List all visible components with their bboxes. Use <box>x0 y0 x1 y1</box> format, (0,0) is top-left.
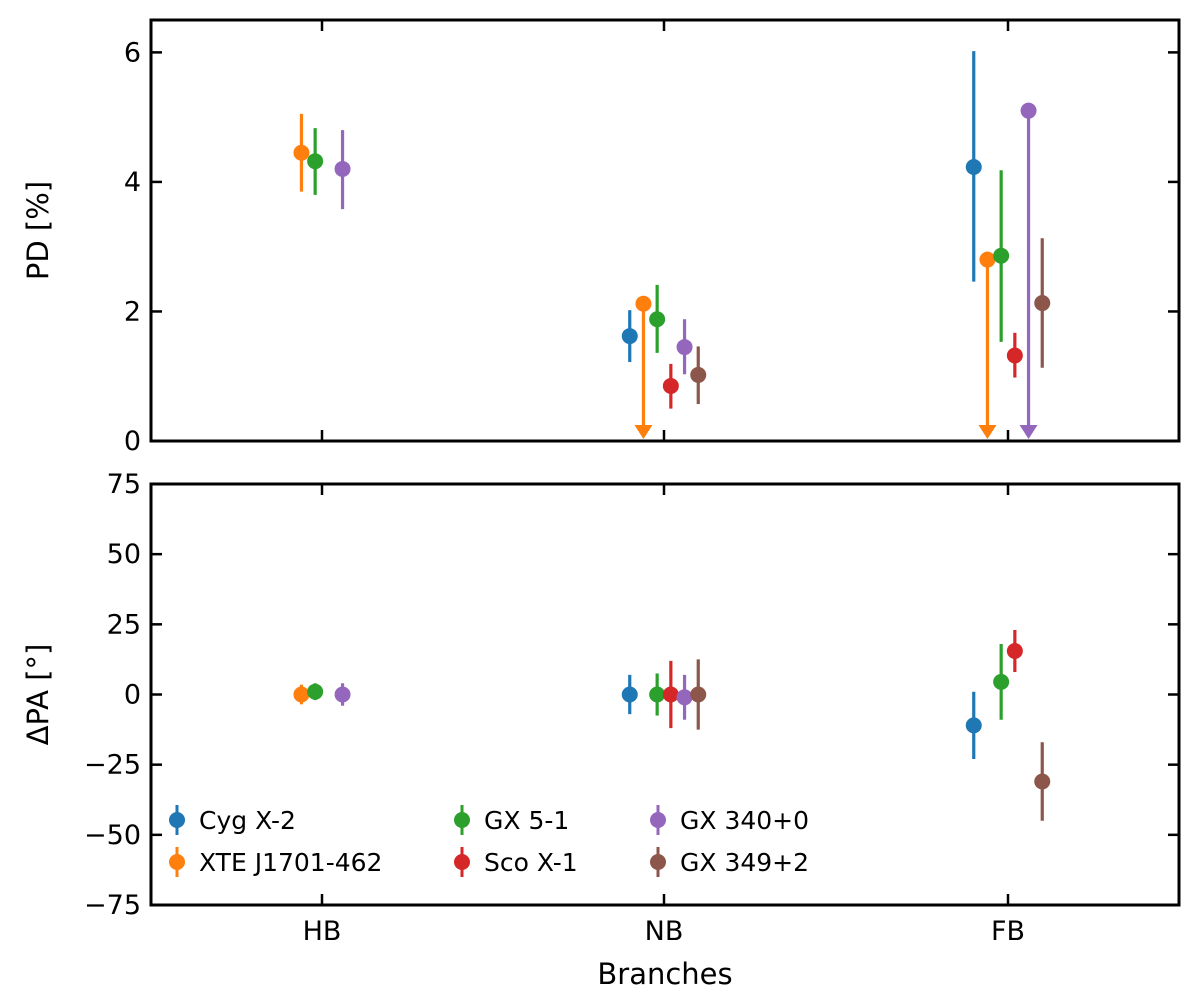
data-marker <box>1034 295 1051 312</box>
panel-frame <box>149 18 1181 443</box>
y-tick-label: 4 <box>124 167 141 198</box>
legend-label: GX 340+0 <box>680 806 809 835</box>
data-marker <box>334 160 351 177</box>
branches-x-axis: HB NB FB Branches <box>303 916 1025 991</box>
data-marker <box>635 295 652 312</box>
y-tick-label: 75 <box>107 469 141 500</box>
data-marker <box>965 717 982 734</box>
x-tick-label-hb: HB <box>303 916 342 947</box>
point-gx-349-2-nb <box>690 346 707 405</box>
legend-marker <box>454 812 470 828</box>
data-marker <box>993 247 1010 264</box>
pd-panel: 0 2 4 6 PD [%] <box>21 18 1181 457</box>
upper-limit-arrow <box>634 425 653 439</box>
data-marker <box>293 686 310 703</box>
point-gx-5-1-nb <box>649 673 666 716</box>
legend-marker <box>169 812 185 828</box>
data-marker <box>621 328 638 345</box>
data-marker <box>965 159 982 176</box>
point-xte-j1701-462-hb <box>293 684 310 705</box>
data-marker <box>1020 102 1037 119</box>
point-gx-340-0-hb <box>334 683 351 706</box>
data-marker <box>293 144 310 161</box>
x-tick-label-nb: NB <box>645 916 684 947</box>
point-gx-340-0-hb <box>334 130 351 210</box>
x-tick-label-fb: FB <box>991 916 1025 947</box>
point-sco-x-1-nb <box>662 363 679 409</box>
upper-limit-arrow <box>978 425 997 439</box>
data-marker <box>690 366 707 383</box>
point-sco-x-1-fb <box>1006 629 1023 673</box>
x-axis-label: Branches <box>597 957 732 991</box>
y-tick-label: −50 <box>84 820 141 851</box>
legend-marker <box>650 812 666 828</box>
data-marker <box>307 683 324 700</box>
point-sco-x-1-fb <box>1006 332 1023 378</box>
legend-entry-sco-x-1: Sco X-1 <box>454 847 578 877</box>
point-cyg-x-2-nb <box>621 674 638 715</box>
point-gx-5-1-fb <box>993 643 1010 720</box>
legend-entry-xte-j1701-462: XTE J1701-462 <box>169 847 382 877</box>
data-marker <box>662 377 679 394</box>
point-cyg-x-2-fb <box>965 691 982 760</box>
data-marker <box>649 686 666 703</box>
legend-marker <box>454 854 470 870</box>
data-marker <box>334 686 351 703</box>
point-gx-349-2-fb <box>1034 238 1051 368</box>
data-marker <box>307 153 324 170</box>
point-gx-340-0-fb <box>1019 102 1038 439</box>
data-marker <box>690 686 707 703</box>
point-gx-5-1-fb <box>993 170 1010 342</box>
point-sco-x-1-nb <box>662 660 679 729</box>
legend: Cyg X-2 XTE J1701-462 GX 5-1 Sco X-1 GX 340+… <box>169 805 809 877</box>
legend-marker <box>650 854 666 870</box>
legend-entry-gx-349-2: GX 349+2 <box>650 847 809 877</box>
legend-label: GX 5-1 <box>484 806 569 835</box>
legend-entry-gx-5-1: GX 5-1 <box>454 805 569 835</box>
legend-entry-cyg-x-2: Cyg X-2 <box>169 805 296 835</box>
data-marker <box>662 686 679 703</box>
data-marker <box>676 689 693 706</box>
point-gx-5-1-nb <box>649 284 666 353</box>
point-gx-349-2-nb <box>690 659 707 730</box>
data-marker <box>979 251 996 268</box>
y-tick-label: 25 <box>107 609 141 640</box>
point-cyg-x-2-fb <box>965 51 982 282</box>
legend-label: Cyg X-2 <box>199 806 296 835</box>
point-xte-j1701-462-hb <box>293 113 310 192</box>
point-xte-j1701-462-nb <box>634 295 653 439</box>
legend-label: XTE J1701-462 <box>199 848 382 877</box>
y-tick-label: 0 <box>124 680 141 711</box>
y-tick-label: 2 <box>124 296 141 327</box>
data-marker <box>1034 773 1051 790</box>
point-gx-5-1-hb <box>307 683 324 701</box>
data-marker <box>621 686 638 703</box>
point-xte-j1701-462-fb <box>978 251 997 439</box>
point-gx-340-0-nb <box>676 674 693 720</box>
legend-entry-gx-340-0: GX 340+0 <box>650 805 809 835</box>
point-cyg-x-2-nb <box>621 310 638 362</box>
data-marker <box>649 311 666 328</box>
delta-pa-panel: −75 −50 −25 0 25 50 75 ΔPA [°] <box>21 469 1181 921</box>
y-tick-label: 0 <box>124 426 141 457</box>
data-marker <box>993 673 1010 690</box>
y-tick-label: 6 <box>124 37 141 68</box>
y-tick-label: −75 <box>84 890 141 921</box>
data-marker <box>1006 347 1023 364</box>
legend-label: Sco X-1 <box>484 848 578 877</box>
legend-label: GX 349+2 <box>680 848 809 877</box>
y-axis-label: PD [%] <box>21 181 55 280</box>
y-tick-label: 50 <box>107 539 141 570</box>
legend-marker <box>169 854 185 870</box>
upper-limit-arrow <box>1019 425 1038 439</box>
y-tick-label: −25 <box>84 750 141 781</box>
point-gx-349-2-fb <box>1034 742 1051 821</box>
point-gx-340-0-nb <box>676 319 693 375</box>
y-axis-label: ΔPA [°] <box>21 644 55 746</box>
data-marker <box>1006 642 1023 659</box>
data-marker <box>676 339 693 356</box>
point-gx-5-1-hb <box>307 128 324 195</box>
